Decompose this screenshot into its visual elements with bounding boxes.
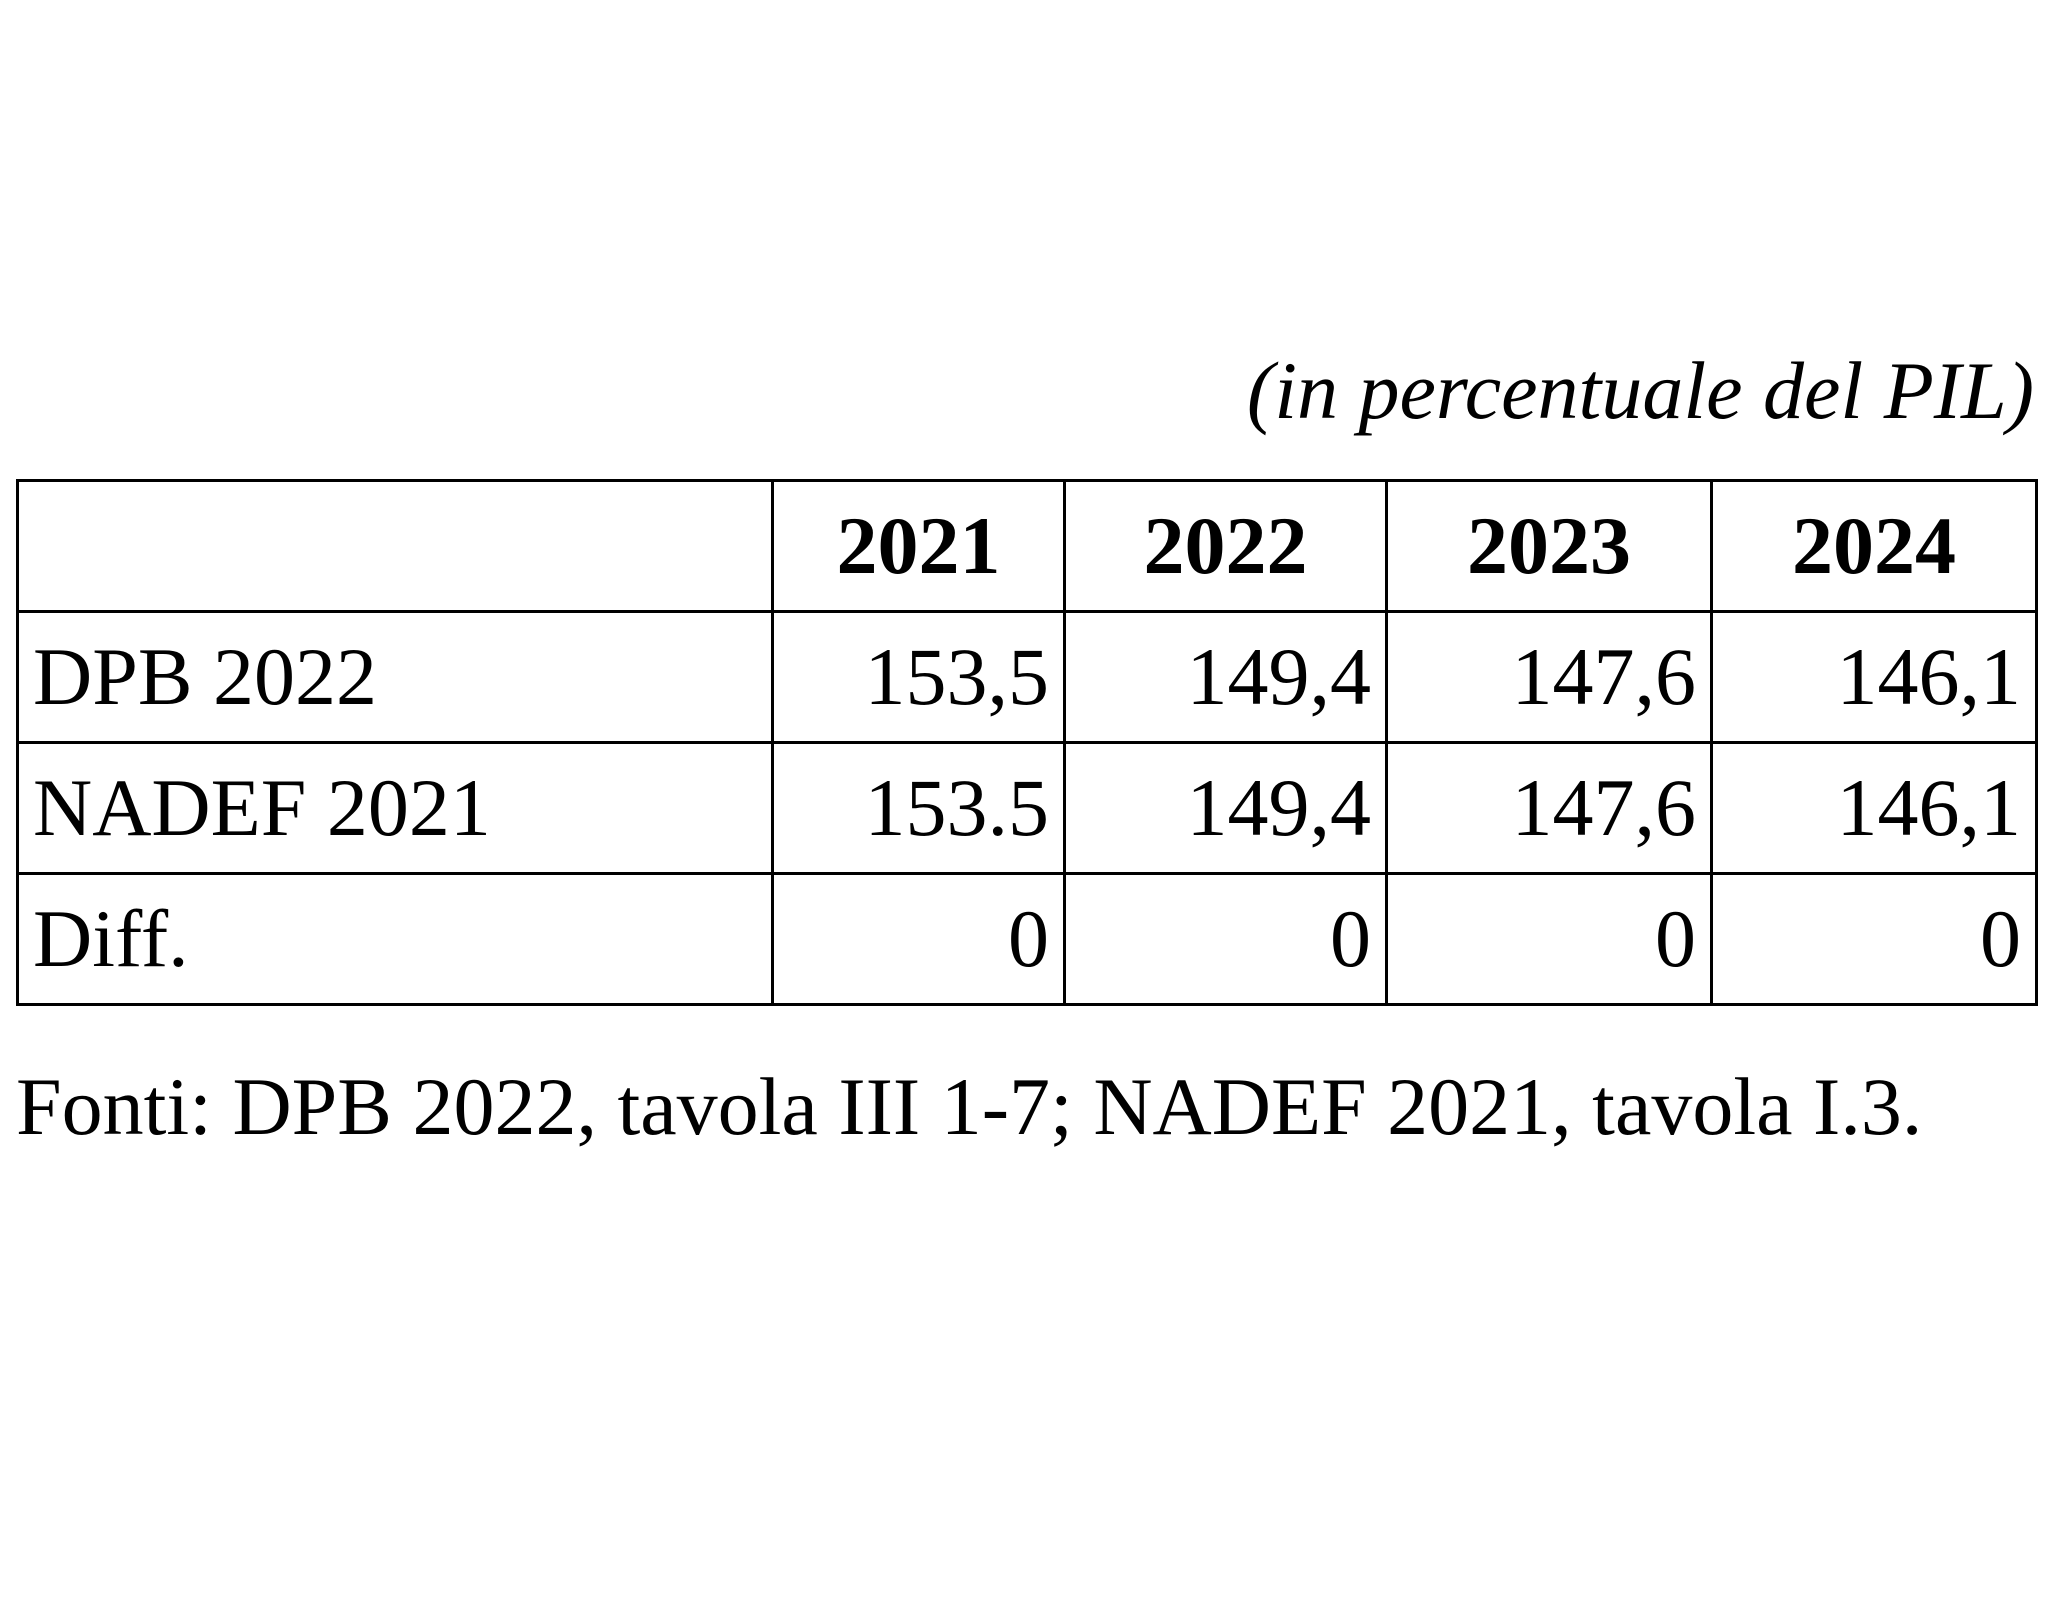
table-cell: 146,1 [1710, 741, 2038, 875]
row-label: DPB 2022 [16, 610, 774, 744]
table-cell: 0 [1385, 872, 1713, 1006]
row-label: NADEF 2021 [16, 741, 774, 875]
header-cell-corner [16, 479, 774, 613]
table-cell: 0 [1063, 872, 1388, 1006]
table-cell: 0 [1710, 872, 2038, 1006]
table-row: DPB 2022 153,5 149,4 147,6 146,1 [16, 610, 2038, 744]
table-cell: 149,4 [1063, 741, 1388, 875]
unit-note: (in percentuale del PIL) [1246, 345, 2034, 436]
data-table: 2021 2022 2023 2024 DPB 2022 153,5 149,4… [16, 479, 2038, 1006]
row-label: Diff. [16, 872, 774, 1006]
table-cell: 153,5 [771, 610, 1066, 744]
table-row: NADEF 2021 153.5 149,4 147,6 146,1 [16, 741, 2038, 875]
header-cell-year: 2022 [1063, 479, 1388, 613]
header-cell-year: 2021 [771, 479, 1066, 613]
header-cell-year: 2024 [1710, 479, 2038, 613]
table-cell: 153.5 [771, 741, 1066, 875]
table-row: Diff. 0 0 0 0 [16, 872, 2038, 1006]
table-cell: 149,4 [1063, 610, 1388, 744]
table-cell: 147,6 [1385, 610, 1713, 744]
table-cell: 0 [771, 872, 1066, 1006]
source-note: Fonti: DPB 2022, tavola III 1-7; NADEF 2… [16, 1061, 1923, 1152]
table-cell: 146,1 [1710, 610, 2038, 744]
header-cell-year: 2023 [1385, 479, 1713, 613]
table-cell: 147,6 [1385, 741, 1713, 875]
header-row: 2021 2022 2023 2024 [16, 479, 2038, 613]
